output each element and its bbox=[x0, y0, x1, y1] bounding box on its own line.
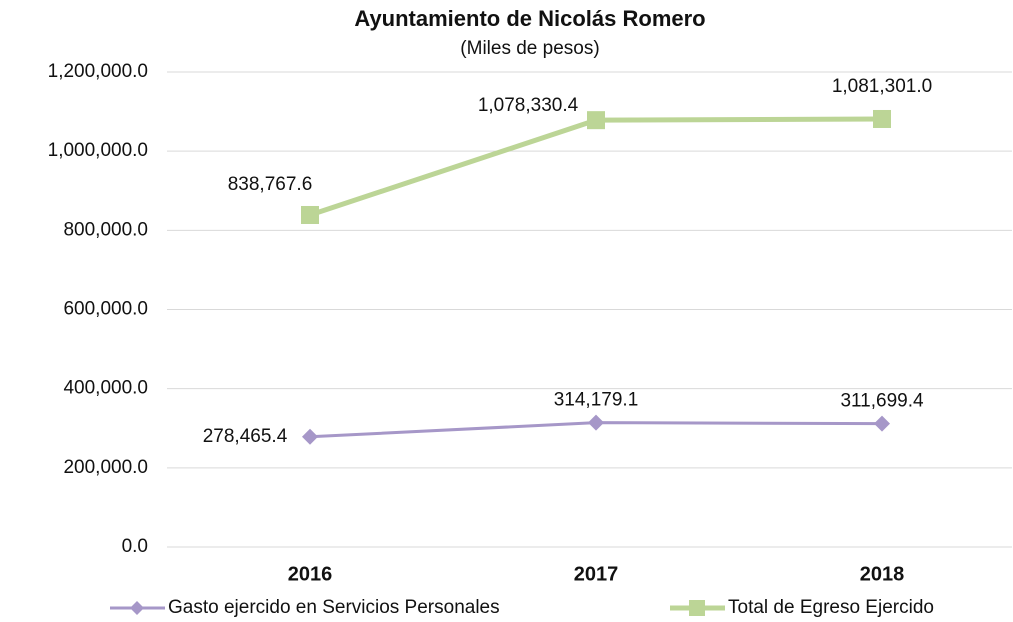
data-label: 311,699.4 bbox=[840, 391, 924, 412]
legend-label: Gasto ejercido en Servicios Personales bbox=[168, 597, 500, 618]
marker bbox=[588, 414, 604, 431]
marker bbox=[301, 205, 319, 224]
chart-subtitle: (Miles de pesos) bbox=[460, 38, 599, 59]
y-tick-label: 200,000.0 bbox=[63, 457, 148, 478]
marker bbox=[874, 415, 890, 432]
y-tick-label: 400,000.0 bbox=[63, 378, 148, 399]
marker bbox=[873, 109, 891, 128]
y-tick-label: 1,000,000.0 bbox=[48, 140, 148, 161]
chart-title: Ayuntamiento de Nicolás Romero bbox=[354, 6, 705, 31]
y-tick-label: 1,200,000.0 bbox=[48, 61, 148, 82]
legend-marker bbox=[130, 601, 144, 615]
legend-marker bbox=[689, 600, 705, 616]
marker bbox=[587, 111, 605, 130]
legend-label: Total de Egreso Ejercido bbox=[728, 597, 934, 618]
series-line bbox=[309, 116, 883, 218]
data-label: 278,465.4 bbox=[203, 426, 288, 447]
data-label: 1,081,301.0 bbox=[832, 76, 932, 97]
marker bbox=[302, 428, 318, 445]
data-label: 838,767.6 bbox=[228, 174, 313, 195]
x-tick-label: 2018 bbox=[860, 563, 905, 585]
y-tick-label: 800,000.0 bbox=[63, 219, 148, 240]
x-tick-label: 2016 bbox=[288, 563, 333, 585]
data-label: 314,179.1 bbox=[554, 390, 639, 411]
data-label: 1,078,330.4 bbox=[478, 95, 579, 116]
y-tick-label: 600,000.0 bbox=[63, 299, 148, 320]
y-tick-label: 0.0 bbox=[122, 536, 148, 557]
x-tick-label: 2017 bbox=[574, 563, 619, 585]
